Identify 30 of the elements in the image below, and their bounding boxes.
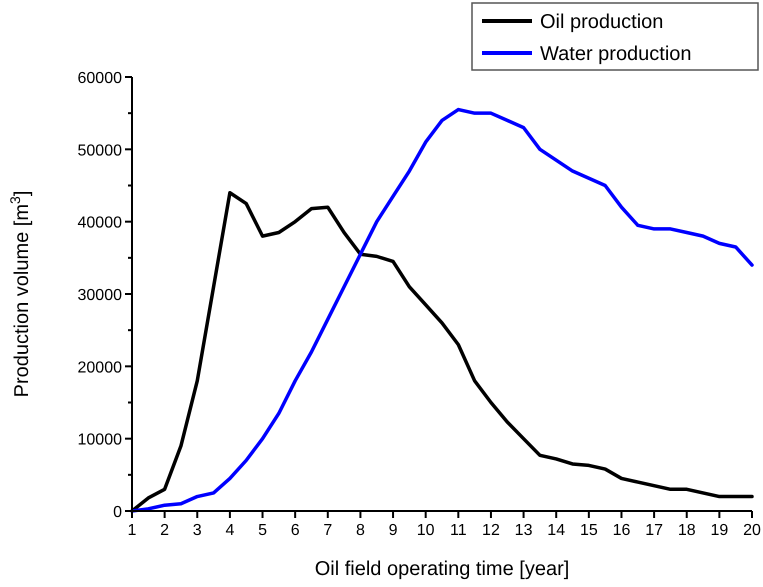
x-tick-label: 8 <box>356 522 365 539</box>
legend-label: Oil production <box>540 11 664 33</box>
x-tick-label: 12 <box>482 522 500 539</box>
x-tick-label: 13 <box>514 522 533 539</box>
x-tick-label: 1 <box>128 522 137 539</box>
y-tick-label: 40000 <box>78 214 122 232</box>
x-tick-label: 18 <box>678 522 696 539</box>
y-tick-label: 10000 <box>78 432 122 449</box>
x-tick-label: 6 <box>290 522 300 539</box>
x-tick-label: 15 <box>580 522 598 539</box>
legend-label: Water production <box>540 43 692 65</box>
x-tick-label: 7 <box>323 522 332 539</box>
x-tick-label: 5 <box>258 522 268 539</box>
x-tick-label: 19 <box>710 522 728 539</box>
y-tick-label: 0 <box>113 504 122 521</box>
y-tick-label: 60000 <box>78 70 122 87</box>
x-tick-label: 9 <box>388 522 398 539</box>
x-tick-label: 14 <box>547 522 566 539</box>
x-tick-label: 3 <box>192 522 202 539</box>
y-tick-label: 20000 <box>78 359 122 376</box>
y-tick-label: 30000 <box>78 287 122 304</box>
x-axis-title: Oil field operating time [year] <box>314 558 570 580</box>
x-tick-label: 4 <box>225 522 234 539</box>
x-tick-label: 10 <box>416 522 435 539</box>
x-tick-label: 16 <box>612 522 630 539</box>
x-tick-label: 20 <box>743 522 761 539</box>
x-tick-label: 2 <box>160 522 170 539</box>
x-tick-label: 11 <box>450 522 467 539</box>
x-tick-label: 17 <box>645 522 664 539</box>
y-tick-label: 50000 <box>78 142 122 160</box>
